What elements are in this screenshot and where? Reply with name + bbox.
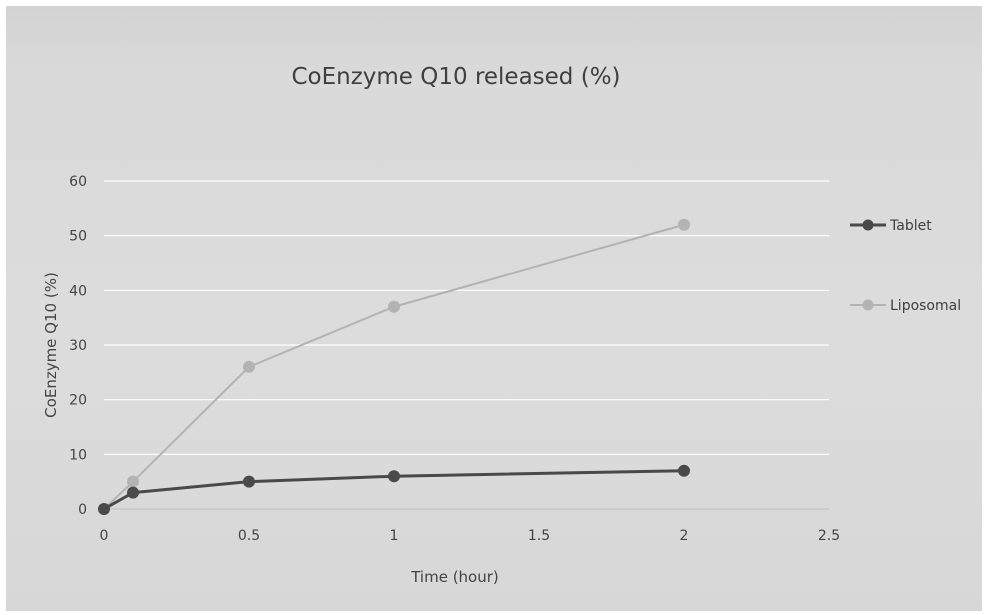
legend-marker-liposomal: [862, 299, 874, 311]
legend-item-tablet: Tablet: [850, 218, 932, 234]
x-tick-label: 1.5: [528, 528, 550, 544]
y-tick-label: 60: [69, 174, 87, 190]
data-point-liposomal: [243, 360, 255, 373]
legend: Tablet Liposomal: [850, 218, 961, 314]
x-tick-label: 1: [390, 528, 399, 544]
data-point-liposomal: [678, 218, 690, 231]
series-layer: [98, 218, 690, 515]
x-tick-label: 0: [100, 528, 109, 544]
data-point-liposomal: [388, 300, 400, 313]
legend-label-liposomal: Liposomal: [890, 298, 961, 314]
data-point-tablet: [243, 475, 255, 488]
x-axis-ticks: 0 0.5 1 1.5 2 2.5: [100, 528, 841, 544]
y-tick-label: 10: [69, 447, 87, 463]
legend-label-tablet: Tablet: [889, 218, 932, 234]
chart-background: [6, 6, 982, 611]
y-tick-label: 30: [69, 338, 87, 354]
data-point-tablet: [98, 503, 110, 515]
data-point-tablet: [678, 464, 690, 477]
legend-item-liposomal: Liposomal: [850, 298, 961, 314]
y-axis-title: CoEnzyme Q10 (%): [42, 272, 60, 418]
legend-marker-tablet: [862, 219, 874, 231]
gridlines: [104, 180, 829, 455]
y-tick-label: 40: [69, 283, 87, 299]
y-axis-ticks: 0 10 20 30 40 50 60: [69, 174, 87, 518]
y-tick-label: 50: [69, 229, 87, 245]
data-point-tablet: [127, 486, 139, 499]
data-point-liposomal: [127, 475, 139, 488]
x-axis-title: Time (hour): [410, 568, 499, 586]
x-tick-label: 0.5: [238, 528, 260, 544]
y-tick-label: 20: [69, 393, 87, 409]
chart-title: CoEnzyme Q10 released (%): [291, 64, 620, 90]
y-tick-label: 0: [78, 502, 87, 518]
x-tick-label: 2.5: [818, 528, 840, 544]
data-point-tablet: [388, 470, 400, 483]
x-tick-label: 2: [680, 528, 689, 544]
series-line-liposomal: [103, 223, 685, 510]
